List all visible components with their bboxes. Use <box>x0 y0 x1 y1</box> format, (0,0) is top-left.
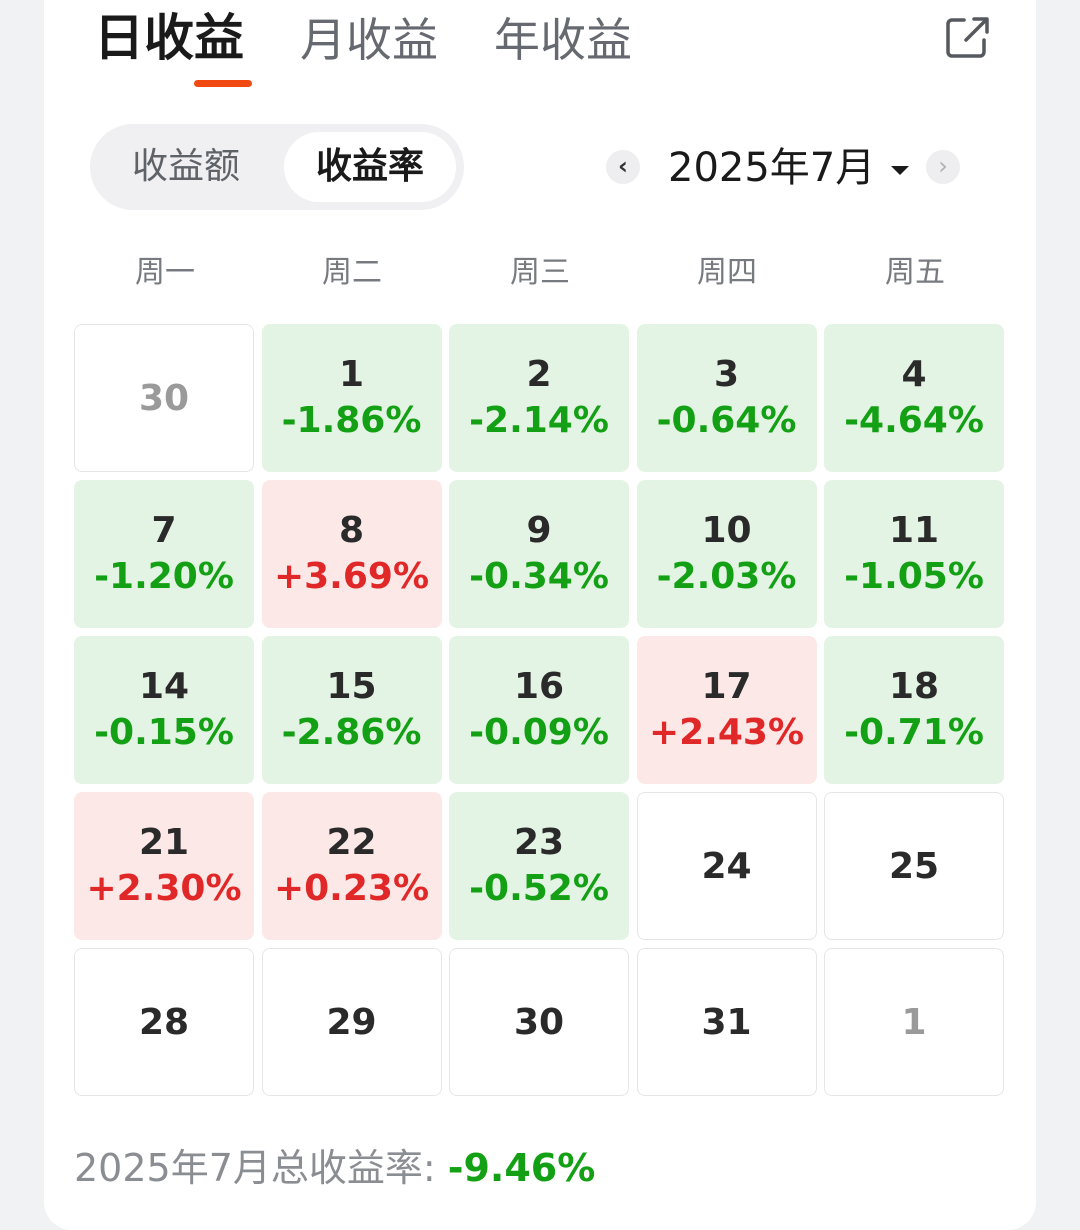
day-rate: -1.05% <box>844 556 984 597</box>
summary-label: 2025年7月总收益率: <box>74 1146 436 1190</box>
calendar-day-cell[interactable]: 31 <box>636 948 817 1096</box>
day-rate: -0.71% <box>844 712 984 753</box>
day-number: 8 <box>338 510 365 551</box>
calendar-day-cell[interactable]: 7 -1.20% <box>74 480 254 628</box>
weekday-label: 周一 <box>135 255 195 290</box>
day-number: 1 <box>901 1002 927 1043</box>
day-number: 3 <box>713 354 740 395</box>
metric-toggle: 收益额 收益率 <box>90 124 464 210</box>
day-number: 16 <box>513 666 565 707</box>
calendar-day-cell[interactable]: 4 -4.64% <box>824 324 1004 472</box>
day-rate: -2.14% <box>469 400 609 441</box>
tab-yearly[interactable]: 年收益 <box>494 13 632 67</box>
day-number: 2 <box>526 354 552 395</box>
day-rate: -0.09% <box>469 712 609 753</box>
day-number: 25 <box>888 846 940 887</box>
day-number: 22 <box>326 822 377 863</box>
day-rate: +2.30% <box>86 868 242 909</box>
day-number: 7 <box>151 510 177 551</box>
rate-toggle-button[interactable]: 收益率 <box>284 132 456 202</box>
weekday-label: 周五 <box>885 255 945 290</box>
calendar-day-cell[interactable]: 16 -0.09% <box>449 636 629 784</box>
day-rate: +2.43% <box>648 712 805 753</box>
day-rate: -0.64% <box>656 400 797 441</box>
summary-total-rate: -9.46% <box>447 1146 596 1190</box>
day-rate: -0.52% <box>469 868 609 909</box>
day-number: 24 <box>701 846 752 887</box>
day-number: 10 <box>701 510 752 551</box>
calendar-day-cell[interactable]: 21 +2.30% <box>74 792 254 940</box>
month-label: 2025年7月 <box>668 145 876 191</box>
day-number: 18 <box>888 666 940 707</box>
day-number: 23 <box>513 822 565 863</box>
day-number: 1 <box>338 354 365 395</box>
calendar-day-cell[interactable]: 14 -0.15% <box>74 636 254 784</box>
calendar-day-cell[interactable]: 1 -1.86% <box>261 324 442 472</box>
caret-down-icon <box>891 165 910 175</box>
weekday-label: 周四 <box>697 255 757 290</box>
active-tab-indicator <box>194 80 252 87</box>
amount-toggle-button[interactable]: 收益额 <box>131 146 240 187</box>
day-rate: -0.15% <box>94 712 234 753</box>
weekday-header: 周一 周二 周三 周四 周五 <box>74 250 1006 296</box>
day-number: 21 <box>138 822 190 863</box>
calendar-day-cell[interactable]: 9 -0.34% <box>449 480 629 628</box>
day-number: 9 <box>526 510 552 551</box>
day-number: 17 <box>701 666 752 707</box>
day-number: 29 <box>326 1002 377 1043</box>
day-rate: -1.20% <box>94 556 234 597</box>
day-rate: -2.03% <box>656 556 797 597</box>
calendar-day-cell[interactable]: 1 <box>824 948 1004 1096</box>
calendar-day-cell[interactable]: 30 <box>449 948 629 1096</box>
calendar-day-cell[interactable]: 22 +0.23% <box>261 792 442 940</box>
day-rate: -2.86% <box>281 712 422 753</box>
month-navigator: ‹ 2025年7月 › <box>604 140 964 196</box>
day-number: 31 <box>701 1002 752 1043</box>
calendar-day-cell[interactable]: 11 -1.05% <box>824 480 1004 628</box>
share-icon <box>946 17 989 58</box>
chevron-left-icon: ‹ <box>618 152 628 180</box>
day-rate: +3.69% <box>273 556 430 597</box>
monthly-summary: 2025年7月总收益率: -9.46% <box>74 1140 595 1196</box>
prev-month-button[interactable]: ‹ <box>606 150 640 184</box>
day-number: 30 <box>513 1002 565 1043</box>
day-rate: -4.64% <box>844 400 984 441</box>
calendar-day-cell[interactable]: 10 -2.03% <box>636 480 817 628</box>
tab-daily[interactable]: 日收益 <box>94 9 244 67</box>
calendar-day-cell[interactable]: 29 <box>261 948 442 1096</box>
calendar-day-cell[interactable]: 8 +3.69% <box>261 480 442 628</box>
next-month-button[interactable]: › <box>926 150 960 184</box>
day-rate: -1.86% <box>281 400 422 441</box>
calendar-day-cell[interactable]: 2 -2.14% <box>449 324 629 472</box>
tab-monthly[interactable]: 月收益 <box>300 13 438 67</box>
day-rate: -0.34% <box>469 556 609 597</box>
calendar-day-cell[interactable]: 23 -0.52% <box>449 792 629 940</box>
weekday-label: 周二 <box>322 255 382 290</box>
calendar-day-cell[interactable]: 3 -0.64% <box>636 324 817 472</box>
calendar-day-cell[interactable]: 28 <box>74 948 254 1096</box>
chevron-right-icon: › <box>938 152 948 180</box>
calendar-day-cell[interactable]: 18 -0.71% <box>824 636 1004 784</box>
day-number: 14 <box>138 666 190 707</box>
share-button[interactable] <box>942 12 992 62</box>
day-number: 15 <box>326 666 377 707</box>
day-number: 30 <box>138 378 190 419</box>
weekday-label: 周三 <box>510 255 570 290</box>
earnings-card: 日收益 月收益 年收益 收益额 收益率 ‹ 2025年7月 › 周一 周二 周三… <box>44 0 1036 1230</box>
calendar-day-cell[interactable]: 24 <box>636 792 817 940</box>
day-number: 4 <box>901 354 927 395</box>
month-picker[interactable]: 2025年7月 <box>668 140 910 196</box>
day-rate: +0.23% <box>273 868 430 909</box>
day-number: 11 <box>888 510 940 551</box>
calendar-day-cell[interactable]: 25 <box>824 792 1004 940</box>
day-number: 28 <box>138 1002 190 1043</box>
calendar-day-cell[interactable]: 15 -2.86% <box>261 636 442 784</box>
calendar-day-cell[interactable]: 30 <box>74 324 254 472</box>
calendar-day-cell[interactable]: 17 +2.43% <box>636 636 817 784</box>
